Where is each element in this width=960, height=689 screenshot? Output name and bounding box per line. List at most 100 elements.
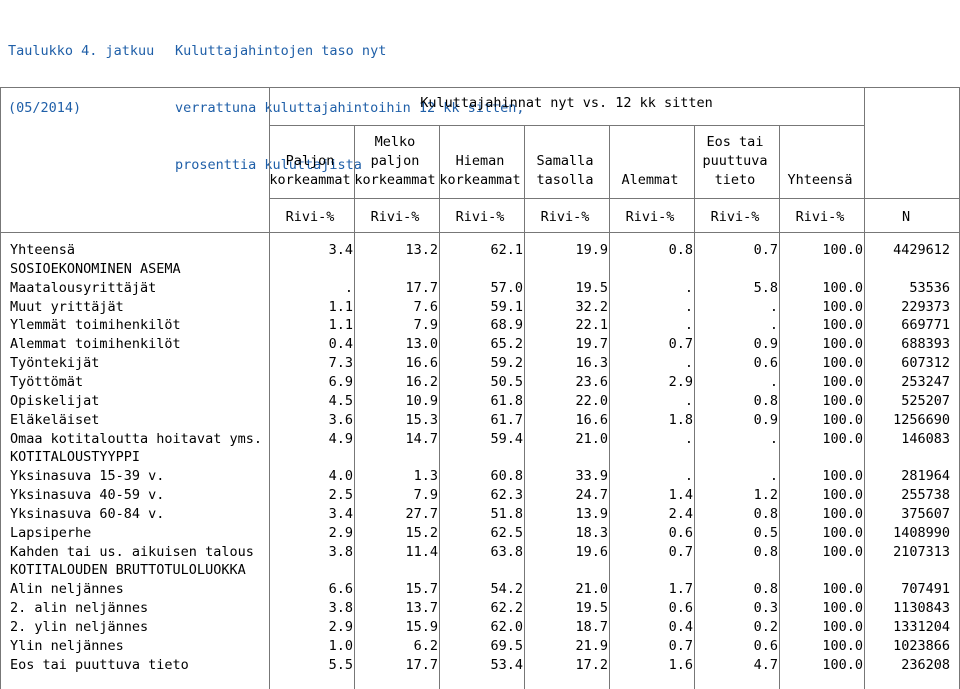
table-cell: . [684,392,693,409]
row-label: Alemmat toimihenkilöt [10,336,181,353]
table-cell: 100.0 [822,242,863,258]
table-cell: 229373 [901,298,950,315]
table-cell: 0.8 [753,581,778,598]
column-divider [0,87,1,689]
table-cell: 5.8 [753,279,778,296]
table-cell: 0.9 [753,411,778,428]
table-cell: 19.5 [575,279,608,296]
table-cell: 1408990 [893,524,950,541]
table-cell: 16.6 [575,411,608,428]
table-cell: 6.9 [328,373,353,390]
table-cell: 7.9 [413,487,438,504]
column-divider [524,125,525,689]
column-divider [694,125,695,689]
column-header-line: Paljon [285,153,335,169]
table-cell: 100.0 [822,656,863,673]
table-cell: 7.6 [413,298,438,315]
row-label: 2. ylin neljännes [10,619,149,635]
table-cell: . [769,373,778,390]
table-cell: 0.6 [668,524,693,541]
table-cell: 253247 [901,373,950,390]
table-cell: 707491 [901,581,950,598]
table-cell: 0.7 [668,637,693,654]
table-cell: 3.4 [328,242,353,258]
table-cell: 21.0 [575,430,608,447]
unit-label: Rivi-% [540,209,590,225]
table-cell: 69.5 [490,637,523,654]
unit-label: Rivi-% [370,209,420,225]
table-cell: . [769,468,778,485]
table-cell: 6.6 [328,581,353,598]
table-cell: 1.7 [668,581,693,598]
table-title: Kuluttajahintojen taso nyt verrattuna ku… [175,4,675,213]
column-divider [439,125,440,689]
table-cell: 18.3 [575,524,608,541]
table-cell: 62.3 [490,487,523,504]
table-cell: 100.0 [822,336,863,353]
table-cell: 57.0 [490,279,523,296]
column-divider [609,125,610,689]
row-label: Yksinasuva 15-39 v. [10,468,165,485]
table-cell: 146083 [901,430,950,447]
table-cell: 16.2 [405,373,438,390]
row-label: 2. alin neljännes [10,600,149,617]
row-label: Opiskelijat [10,392,100,409]
column-header-underline [269,198,959,199]
row-label: Eos tai puuttuva tieto [10,656,189,673]
column-divider [269,87,270,689]
table-cell: 0.8 [753,505,778,522]
table-cell: 19.5 [575,600,608,617]
table-cell: 236208 [901,656,950,673]
column-header-line: korkeammat [269,172,351,188]
table-cell: . [684,468,693,485]
column-header-line: paljon [370,153,420,169]
table-cell: 100.0 [822,430,863,447]
title-line: verrattuna kuluttajahintoihin 12 kk sitt… [175,100,525,116]
section-heading: KOTITALOUSTYYPPI [10,449,141,466]
column-divider [864,125,865,689]
table-cell: 50.5 [490,373,523,390]
section-heading: KOTITALOUDEN BRUTTOTULOLUOKKA [10,562,246,579]
table-cell: 2.4 [668,505,693,522]
table-cell: 22.1 [575,317,608,334]
table-cell: 22.0 [575,392,608,409]
row-label: Työntekijät [10,355,100,372]
table-cell: 54.2 [490,581,523,598]
table-cell: 100.0 [822,279,863,296]
table-cell: 13.0 [405,336,438,353]
table-cell: 100.0 [822,524,863,541]
table-cell: 0.5 [753,524,778,541]
table-cell: 16.3 [575,355,608,372]
row-label: Kahden tai us. aikuisen talous [10,543,254,560]
table-cell: 15.3 [405,411,438,428]
table-cell: 62.5 [490,524,523,541]
column-header-line: Samalla [536,153,594,169]
table-cell: 59.2 [490,355,523,372]
table-cell: . [769,298,778,315]
table-cell: 32.2 [575,298,608,315]
table-cell: 16.6 [405,355,438,372]
table-cell: 24.7 [575,487,608,504]
table-cell: 4.9 [328,430,353,447]
table-cell: 13.7 [405,600,438,617]
table-cell: 3.8 [328,543,353,560]
table-number-block: Taulukko 4. jatkuu (05/2014) [8,4,168,156]
table-cell: 100.0 [822,392,863,409]
table-cell: 53.4 [490,656,523,673]
table-cell: 100.0 [822,298,863,315]
table-cell: 0.6 [753,637,778,654]
table-cell: 1023866 [893,637,950,654]
unit-label: Rivi-% [795,209,845,225]
table-cell: 1256690 [893,411,950,428]
table-cell: 100.0 [822,487,863,504]
table-cell: . [769,430,778,447]
table-cell: 15.9 [405,619,438,635]
unit-label: Rivi-% [285,209,335,225]
table-cell: . [684,430,693,447]
section-heading: SOSIOEKONOMINEN ASEMA [10,260,181,277]
table-cell: 4.7 [753,656,778,673]
table-cell: 11.4 [405,543,438,560]
row-label: Muut yrittäjät [10,298,124,315]
unit-label: Rivi-% [710,209,760,225]
column-header-line: tasolla [536,172,594,188]
